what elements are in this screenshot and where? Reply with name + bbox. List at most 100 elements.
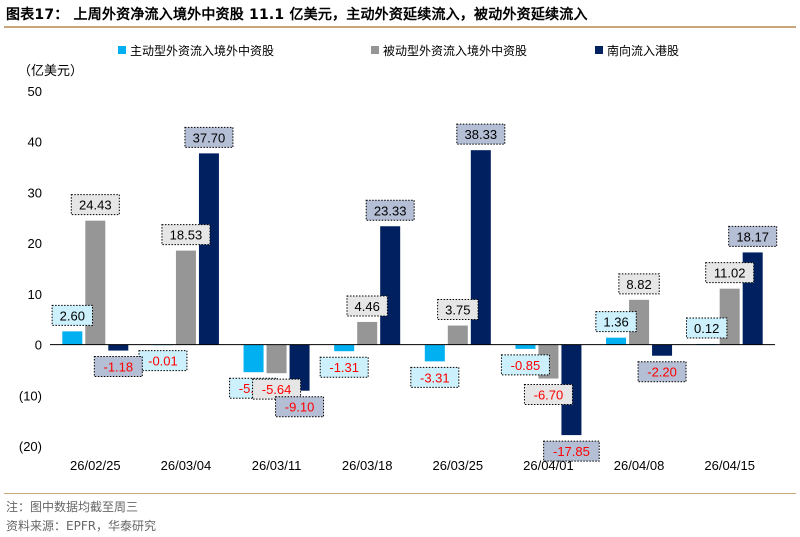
bar: [652, 344, 673, 356]
bar: [334, 344, 355, 352]
data-label: 8.82: [618, 273, 660, 295]
data-label-box: [319, 356, 369, 378]
title-divider: [4, 26, 796, 28]
bar: [243, 344, 264, 373]
x-tick-label: 26/04/01: [523, 458, 574, 473]
data-label-text: 37.70: [193, 130, 226, 145]
y-tick-label: 0: [35, 338, 42, 353]
legend-swatch: [371, 46, 379, 54]
bar: [629, 299, 650, 345]
data-label-text: -6.70: [534, 388, 564, 403]
data-label: -3.31: [410, 366, 460, 388]
data-label-text: 2.60: [60, 308, 85, 323]
legend-label: 南向流入港股: [607, 43, 679, 58]
x-tick-label: 26/03/18: [342, 458, 393, 473]
bar: [380, 226, 401, 345]
data-label-text: -0.01: [148, 354, 178, 369]
data-label-box: [500, 354, 550, 376]
data-label: -5.64: [252, 378, 302, 400]
data-label-box: [252, 378, 302, 400]
bars: [62, 150, 763, 436]
bar: [357, 321, 378, 345]
data-label: -1.18: [93, 356, 143, 378]
bar: [470, 150, 491, 345]
data-label-text: 23.33: [374, 203, 407, 218]
x-tick-label: 26/03/04: [161, 458, 212, 473]
data-label: 1.36: [595, 311, 637, 333]
data-label-box: [51, 304, 94, 326]
y-tick-label: 20: [28, 236, 42, 251]
data-label: 23.33: [365, 199, 415, 221]
legend-label: 主动型外资流入境外中资股: [130, 43, 274, 58]
data-label-text: 11.02: [714, 266, 746, 281]
data-label: 2.60: [51, 304, 94, 326]
legend-swatch: [118, 46, 126, 54]
data-label: 38.33: [456, 123, 506, 145]
x-tick-label: 26/04/08: [614, 458, 665, 473]
data-label-text: -17.85: [553, 444, 590, 459]
data-label-text: 18.53: [170, 228, 203, 243]
legend-item: 主动型外资流入境外中资股: [118, 43, 274, 58]
data-label: 37.70: [184, 126, 234, 148]
footnote: 注：图中数据均截至周三: [6, 500, 139, 514]
legend-item: 被动型外资流入境外中资股: [371, 43, 527, 58]
y-tick-label: 30: [28, 185, 42, 200]
data-label: -0.01: [138, 350, 188, 372]
data-label-box: [346, 295, 388, 317]
data-label-box: [523, 384, 573, 406]
data-label: -1.31: [319, 356, 369, 378]
y-tick-label: 10: [28, 287, 42, 302]
data-label-text: 18.17: [736, 229, 769, 244]
data-label-box: [685, 317, 728, 339]
data-label-text: -1.18: [103, 360, 133, 375]
data-label-text: -9.10: [285, 400, 315, 415]
legend-swatch: [595, 46, 603, 54]
legend-label: 被动型外资流入境外中资股: [383, 43, 527, 58]
y-tick-label: 40: [28, 135, 42, 150]
data-label-text: -0.85: [511, 358, 541, 373]
data-label: -17.85: [543, 440, 600, 462]
data-label-text: -3.31: [420, 370, 450, 385]
data-label: 4.46: [346, 295, 388, 317]
data-label-text: -1.31: [329, 360, 359, 375]
data-label: -0.85: [500, 354, 550, 376]
bar: [85, 220, 106, 345]
data-label-text: -5.64: [262, 382, 292, 397]
data-label: 18.17: [728, 225, 778, 247]
bar: [424, 344, 445, 362]
data-label-box: [728, 225, 778, 247]
data-label-text: 4.46: [355, 299, 380, 314]
data-label: 24.43: [70, 194, 120, 216]
data-label-box: [456, 123, 506, 145]
data-label-text: 3.75: [445, 303, 470, 318]
data-label: 11.02: [705, 262, 755, 284]
data-label-box: [637, 361, 687, 383]
data-label-text: 38.33: [465, 127, 498, 142]
data-label: 18.53: [161, 224, 211, 246]
data-label-text: 8.82: [626, 277, 651, 292]
data-label-box: [705, 262, 755, 284]
footer-divider: [4, 493, 796, 494]
x-axis-ticks: 26/02/25 26/03/04 26/03/11 26/03/18 26/03/25…: [70, 458, 755, 473]
data-label: 0.12: [685, 317, 728, 339]
bar: [606, 337, 627, 345]
data-label-box: [543, 440, 600, 462]
bar: [62, 331, 83, 345]
data-label-box: [93, 356, 143, 378]
data-label-box: [161, 224, 211, 246]
data-label-text: 1.36: [603, 315, 628, 330]
data-label-box: [595, 311, 637, 333]
data-label-box: [184, 126, 234, 148]
data-label-box: [365, 199, 415, 221]
data-label: -6.70: [523, 384, 573, 406]
bar: [108, 344, 129, 351]
data-label: -9.10: [275, 396, 325, 418]
y-tick-label: 50: [28, 84, 42, 99]
x-tick-label: 26/04/15: [704, 458, 755, 473]
y-axis-ticks: 50 40 30 20 10 0 (10) (20): [19, 84, 42, 454]
data-label-box: [618, 273, 660, 295]
data-label: -2.20: [637, 361, 687, 383]
x-tick-label: 26/03/25: [433, 458, 484, 473]
x-tick-label: 26/02/25: [70, 458, 121, 473]
